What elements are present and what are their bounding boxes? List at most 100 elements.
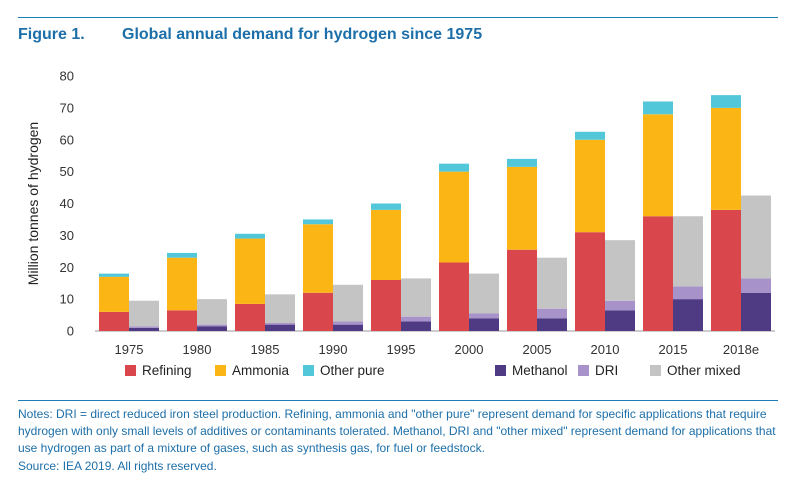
bar-dri-2018e	[741, 278, 771, 293]
bar-refining-1990	[303, 292, 333, 331]
x-tick-label: 1980	[183, 342, 212, 357]
bar-dri-2015	[673, 286, 703, 300]
bar-dri-1995	[401, 316, 431, 322]
legend-swatch-other-pure	[303, 365, 314, 376]
legend-swatch-other-mixed	[650, 365, 661, 376]
bar-dri-2005	[537, 308, 567, 319]
source-text: Source: IEA 2019. All rights reserved.	[18, 459, 217, 473]
bar-other-pure-2010	[575, 131, 605, 140]
bar-other-mixed-2018e	[741, 195, 771, 279]
bar-other-pure-2015	[643, 101, 673, 115]
bar-other-mixed-1990	[333, 284, 363, 322]
bar-ammonia-2018e	[711, 107, 741, 210]
bar-other-pure-2005	[507, 158, 537, 167]
bar-other-pure-1990	[303, 219, 333, 225]
y-tick-label: 70	[60, 100, 74, 115]
y-tick-label: 60	[60, 132, 74, 147]
bar-other-mixed-2015	[673, 216, 703, 287]
notes-text: Notes: DRI = direct reduced iron steel p…	[18, 407, 776, 455]
bar-ammonia-1975	[99, 276, 129, 312]
bar-other-pure-1985	[235, 233, 265, 239]
legend-swatch-refining	[125, 365, 136, 376]
bar-ammonia-1995	[371, 209, 401, 280]
bar-other-mixed-1985	[265, 294, 295, 324]
x-tick-label: 2018e	[723, 342, 759, 357]
bar-refining-1980	[167, 310, 197, 331]
bar-other-pure-2000	[439, 163, 469, 172]
x-tick-label: 1990	[319, 342, 348, 357]
bottom-rule	[18, 400, 778, 401]
x-tick-label: 2010	[591, 342, 620, 357]
figure-label: Figure 1.	[18, 26, 85, 43]
bar-methanol-1995	[401, 321, 431, 331]
bar-ammonia-1980	[167, 257, 197, 311]
bar-dri-1985	[265, 323, 295, 325]
bar-methanol-2018e	[741, 292, 771, 331]
bar-dri-2000	[469, 313, 499, 319]
bar-methanol-2010	[605, 310, 635, 331]
x-tick-label: 1975	[115, 342, 144, 357]
bar-refining-1985	[235, 303, 265, 331]
bar-dri-1975	[129, 326, 159, 328]
x-tick-label: 2015	[659, 342, 688, 357]
bar-other-pure-1980	[167, 252, 197, 258]
legend-label-dri: DRI	[595, 363, 618, 378]
figure-title: Global annual demand for hydrogen since …	[122, 26, 483, 43]
bar-methanol-1975	[129, 327, 159, 331]
bar-ammonia-2015	[643, 114, 673, 217]
bar-methanol-1990	[333, 324, 363, 331]
legend-swatch-methanol	[495, 365, 506, 376]
bar-dri-1980	[197, 324, 227, 327]
legend-label-refining: Refining	[142, 363, 192, 378]
bar-other-mixed-2000	[469, 273, 499, 314]
y-tick-label: 10	[60, 292, 74, 307]
y-tick-label: 50	[60, 164, 74, 179]
legend-swatch-ammonia	[215, 365, 226, 376]
y-tick-label: 40	[60, 196, 74, 211]
bar-refining-2000	[439, 262, 469, 331]
bar-ammonia-2005	[507, 166, 537, 250]
legend-label-methanol: Methanol	[512, 363, 568, 378]
bar-other-mixed-2010	[605, 240, 635, 301]
legend-label-ammonia: Ammonia	[232, 363, 290, 378]
bar-other-mixed-1995	[401, 278, 431, 317]
y-tick-label: 20	[60, 260, 74, 275]
bar-refining-2005	[507, 249, 537, 331]
hydrogen-demand-chart: Million tonnes of hydrogen 0 10 20 30 40 50 60 7…	[25, 69, 775, 378]
y-tick-label: 0	[67, 324, 74, 339]
bar-other-pure-1995	[371, 203, 401, 210]
bar-methanol-1985	[265, 324, 295, 331]
x-tick-label: 1985	[251, 342, 280, 357]
x-tick-label: 2005	[523, 342, 552, 357]
bar-other-pure-2018e	[711, 95, 741, 108]
bar-ammonia-2010	[575, 139, 605, 233]
bar-other-pure-1975	[99, 273, 129, 277]
x-tick-label: 1995	[387, 342, 416, 357]
bar-methanol-2005	[537, 318, 567, 331]
y-tick-label: 80	[60, 69, 74, 84]
bar-methanol-2000	[469, 318, 499, 331]
bar-refining-1975	[99, 311, 129, 331]
bar-other-mixed-1975	[129, 300, 159, 327]
bar-other-mixed-2005	[537, 257, 567, 309]
bar-ammonia-1990	[303, 224, 333, 293]
legend-label-other-pure: Other pure	[320, 363, 385, 378]
y-axis-label: Million tonnes of hydrogen	[25, 122, 41, 285]
bar-ammonia-1985	[235, 238, 265, 304]
bar-ammonia-2000	[439, 171, 469, 263]
bar-methanol-1980	[197, 326, 227, 331]
top-rule	[18, 17, 778, 18]
x-tick-label: 2000	[455, 342, 484, 357]
bar-refining-2015	[643, 216, 673, 331]
legend-label-other-mixed: Other mixed	[667, 363, 741, 378]
bar-other-mixed-1980	[197, 299, 227, 325]
figure-header: Figure 1. Global annual demand for hydrog…	[18, 26, 482, 44]
y-tick-label: 30	[60, 228, 74, 243]
bar-dri-2010	[605, 300, 635, 311]
legend-swatch-dri	[578, 365, 589, 376]
bar-dri-1990	[333, 321, 363, 325]
bar-refining-1995	[371, 280, 401, 331]
bar-refining-2010	[575, 232, 605, 331]
bar-refining-2018e	[711, 209, 741, 331]
bar-methanol-2015	[673, 299, 703, 331]
